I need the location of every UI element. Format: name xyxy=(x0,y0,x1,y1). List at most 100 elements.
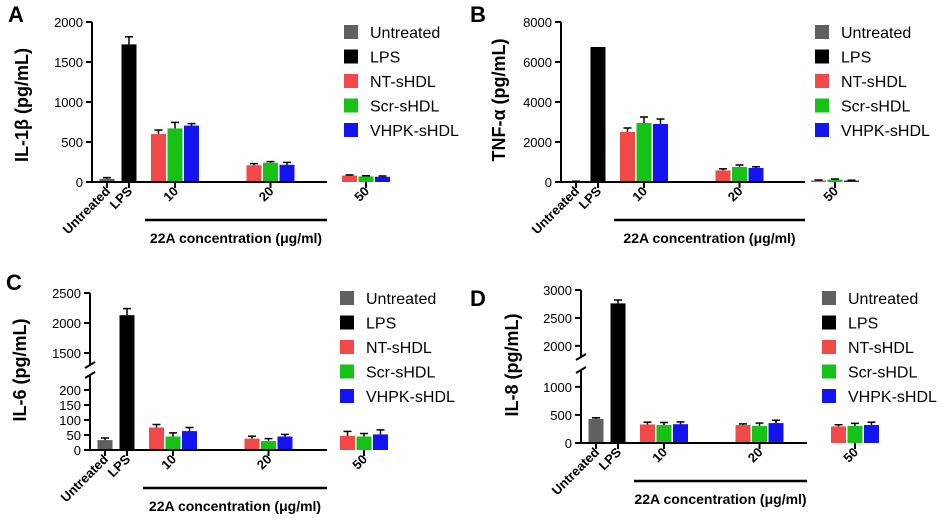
bar-nt-shdl xyxy=(151,134,166,182)
y-tick-label: 0 xyxy=(76,175,83,190)
y-axis-label: TNF-α (pg/mL) xyxy=(489,38,509,161)
legend-item: VHPK-sHDL xyxy=(344,123,459,140)
legend-label: VHPK-sHDL xyxy=(848,389,937,406)
legend-label: Untreated xyxy=(841,25,911,42)
bar-scr-shdl xyxy=(752,425,767,443)
legend-swatch xyxy=(340,291,354,305)
legend-label: Untreated xyxy=(370,25,440,42)
legend-swatch xyxy=(815,98,829,113)
y-break-mark xyxy=(84,371,96,379)
bar-nt-shdl xyxy=(620,132,635,182)
legend-label: LPS xyxy=(841,50,871,67)
x-tick-label: 50 xyxy=(351,184,372,205)
y-tick-label: 1500 xyxy=(54,55,83,70)
x-tick-label: 10 xyxy=(158,452,179,473)
legend-swatch xyxy=(822,291,836,305)
legend-item: VHPK-sHDL xyxy=(815,123,930,140)
y-tick-label: 500 xyxy=(61,135,83,150)
y-break-mark xyxy=(575,366,587,374)
y-tick-label: 2500 xyxy=(543,311,572,326)
bar-nt-shdl xyxy=(640,424,655,443)
x-tick-label: LPS xyxy=(107,183,136,212)
bar-nt-shdl xyxy=(244,438,260,450)
bar-nt-shdl xyxy=(340,435,355,450)
legend-label: NT-sHDL xyxy=(366,340,432,357)
bar-lps xyxy=(590,47,606,182)
x-tick-label: 20 xyxy=(254,452,275,473)
legend-swatch xyxy=(815,49,829,64)
legend-label: VHPK-sHDL xyxy=(370,123,459,140)
legend-label: Untreated xyxy=(366,291,436,308)
y-tick-label: 2000 xyxy=(523,135,552,150)
bar-scr-shdl xyxy=(827,179,843,182)
y-tick-label: 50 xyxy=(67,428,81,443)
bar-vhpk-shdl xyxy=(375,176,390,182)
bar-nt-shdl xyxy=(246,165,262,182)
x-tick-label: 20 xyxy=(256,184,277,205)
y-tick-label: 1500 xyxy=(52,346,81,361)
y-tick-label: 3000 xyxy=(543,283,572,298)
x-tick-label: Untreated xyxy=(529,183,583,237)
x-axis-label: 22A concentration (μg/ml) xyxy=(623,230,795,246)
y-tick-label: 4000 xyxy=(523,95,552,110)
bar-vhpk-shdl xyxy=(768,423,784,443)
y-tick-label: 100 xyxy=(59,413,81,428)
legend-item: VHPK-sHDL xyxy=(340,389,455,406)
legend-swatch xyxy=(822,315,836,330)
y-tick-label: 200 xyxy=(59,383,81,398)
bar-vhpk-shdl xyxy=(277,436,293,450)
y-tick-label: 1000 xyxy=(543,380,572,395)
legend-label: VHPK-sHDL xyxy=(366,389,455,406)
legend-label: NT-sHDL xyxy=(848,340,914,357)
legend-label: Scr-sHDL xyxy=(366,365,435,382)
legend-swatch xyxy=(822,389,836,403)
y-axis-label: IL-8 (pg/mL) xyxy=(502,314,522,417)
bar-vhpk-shdl xyxy=(748,168,764,182)
bar-lps xyxy=(610,303,626,443)
legend-label: LPS xyxy=(370,50,400,67)
y-tick-label: 2000 xyxy=(54,15,83,30)
bar-lps xyxy=(119,315,135,450)
x-axis-label: 22A concentration (μg/ml) xyxy=(634,491,806,507)
y-tick-label: 150 xyxy=(59,398,81,413)
bar-nt-shdl xyxy=(342,175,357,182)
y-tick-label: 8000 xyxy=(523,15,552,30)
bar-vhpk-shdl xyxy=(279,164,295,182)
legend-item: Untreated xyxy=(340,291,436,308)
bar-scr-shdl xyxy=(263,162,278,182)
bar-scr-shdl xyxy=(656,425,672,443)
x-tick-label: Untreated xyxy=(60,183,114,237)
bar-scr-shdl xyxy=(732,167,747,182)
legend-swatch xyxy=(815,74,829,88)
x-tick-label: 50 xyxy=(349,452,370,473)
legend-swatch xyxy=(340,315,354,330)
y-axis-label: IL-6 (pg/mL) xyxy=(10,319,30,422)
legend-label: Scr-sHDL xyxy=(370,99,439,116)
bar-vhpk-shdl xyxy=(182,431,197,450)
legend-label: NT-sHDL xyxy=(841,74,907,91)
x-tick-label: Untreated xyxy=(58,451,112,505)
legend-item: Scr-sHDL xyxy=(344,98,439,116)
legend-item: VHPK-sHDL xyxy=(822,389,937,406)
bar-scr-shdl xyxy=(636,123,652,182)
x-tick-label: 10 xyxy=(649,445,670,466)
y-break-mark xyxy=(84,361,96,369)
panel-letter: B xyxy=(470,2,486,27)
x-axis-label: 22A concentration (μg/ml) xyxy=(149,498,321,514)
legend-swatch xyxy=(344,98,358,113)
x-tick-label: Untreated xyxy=(549,444,603,498)
legend-swatch xyxy=(815,123,829,137)
legend-label: NT-sHDL xyxy=(370,74,436,91)
y-tick-label: 0 xyxy=(74,443,81,458)
bar-nt-shdl xyxy=(735,425,751,443)
bar-scr-shdl xyxy=(358,176,374,182)
legend-item: Scr-sHDL xyxy=(815,98,910,116)
legend-swatch xyxy=(344,49,358,64)
bar-nt-shdl xyxy=(715,170,731,182)
legend-swatch xyxy=(344,123,358,137)
x-tick-label: 10 xyxy=(629,184,650,205)
legend-swatch xyxy=(344,74,358,88)
